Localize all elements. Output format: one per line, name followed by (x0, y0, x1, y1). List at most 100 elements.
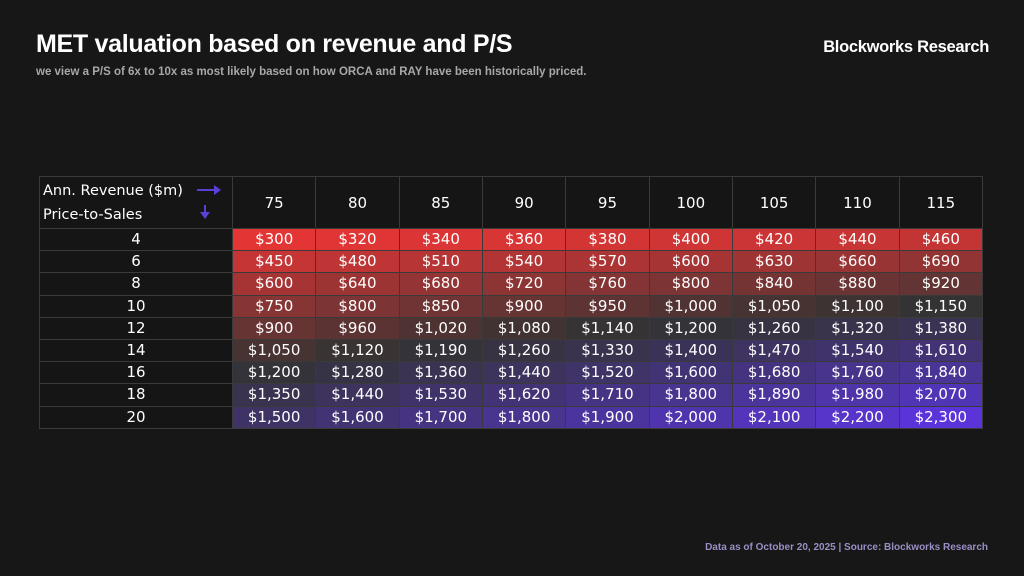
heatmap-cell: $1,760 (815, 361, 900, 385)
table-row: 20 $1,500 $1,600 $1,700 $1,800 $1,900 $2,000 $2… (39, 405, 984, 429)
heatmap-cell: $1,800 (648, 383, 733, 407)
ps-row-header: 12 (39, 316, 233, 340)
heatmap-cell: $1,000 (648, 294, 733, 318)
heatmap-cell: $1,080 (481, 316, 567, 340)
revenue-column-header: 90 (481, 176, 567, 229)
revenue-column-header: 75 (231, 176, 317, 229)
heatmap-cell: $2,300 (898, 405, 984, 429)
header-row: Ann. Revenue ($m) Price-to-Sales 75 80 85 9… (39, 176, 984, 229)
heatmap-cell: $1,120 (315, 338, 400, 363)
heatmap-cell: $1,190 (398, 338, 483, 363)
heatmap-cell: $1,050 (231, 338, 317, 363)
arrow-right-icon (197, 185, 221, 195)
heatmap-cell: $840 (731, 272, 817, 296)
ps-row-header: 10 (39, 294, 233, 318)
heatmap-cell: $1,200 (231, 361, 317, 385)
heatmap-cell: $1,050 (731, 294, 817, 318)
heatmap-cell: $1,600 (648, 361, 733, 385)
x-axis-label: Ann. Revenue ($m) (43, 182, 183, 199)
table-row: 8 $600 $640 $680 $720 $760 $800 $840 $880 $920 (39, 272, 984, 296)
heatmap-cell: $600 (231, 272, 317, 296)
table-row: 4 $300 $320 $340 $360 $380 $400 $420 $440 $460 (39, 227, 984, 252)
ps-row-header: 18 (39, 383, 233, 407)
ps-row-header: 4 (39, 227, 233, 252)
revenue-column-header: 80 (315, 176, 400, 229)
heatmap-cell: $900 (481, 294, 567, 318)
heatmap-cell: $690 (898, 250, 984, 274)
corner-header-cell: Ann. Revenue ($m) Price-to-Sales (39, 176, 233, 229)
page-title: MET valuation based on revenue and P/S (36, 30, 513, 58)
heatmap-cell: $1,700 (398, 405, 483, 429)
heatmap-cell: $480 (315, 250, 400, 274)
heatmap-cell: $380 (565, 227, 650, 252)
heatmap-cell: $1,440 (481, 361, 567, 385)
heatmap-cell: $450 (231, 250, 317, 274)
heatmap-cell: $1,470 (731, 338, 817, 363)
heatmap-cell: $1,320 (815, 316, 900, 340)
heatmap-cell: $680 (398, 272, 483, 296)
heatmap-cell: $1,200 (648, 316, 733, 340)
revenue-column-header: 100 (648, 176, 733, 229)
heatmap-cell: $640 (315, 272, 400, 296)
heatmap-cell: $1,980 (815, 383, 900, 407)
heatmap-cell: $900 (231, 316, 317, 340)
revenue-column-header: 105 (731, 176, 817, 229)
heatmap-cell: $1,800 (481, 405, 567, 429)
table-row: 16 $1,200 $1,280 $1,360 $1,440 $1,520 $1,600 $1… (39, 361, 984, 385)
revenue-column-header: 95 (565, 176, 650, 229)
heatmap-cell: $340 (398, 227, 483, 252)
heatmap-cell: $960 (315, 316, 400, 340)
table-row: 10 $750 $800 $850 $900 $950 $1,000 $1,050 $1,100… (39, 294, 984, 318)
heatmap-cell: $1,150 (898, 294, 984, 318)
heatmap-cell: $1,530 (398, 383, 483, 407)
heatmap-cell: $1,610 (898, 338, 984, 363)
heatmap-cell: $1,020 (398, 316, 483, 340)
ps-row-header: 14 (39, 338, 233, 363)
heatmap-cell: $720 (481, 272, 567, 296)
heatmap-cell: $1,900 (565, 405, 650, 429)
heatmap-cell: $1,400 (648, 338, 733, 363)
revenue-column-header: 115 (898, 176, 984, 229)
heatmap-cell: $460 (898, 227, 984, 252)
heatmap-cell: $540 (481, 250, 567, 274)
heatmap-body: 4 $300 $320 $340 $360 $380 $400 $420 $440 $460 6 $4… (39, 227, 984, 429)
heatmap-cell: $1,260 (481, 338, 567, 363)
heatmap-cell: $2,000 (648, 405, 733, 429)
heatmap-cell: $400 (648, 227, 733, 252)
heatmap-cell: $1,840 (898, 361, 984, 385)
ps-row-header: 16 (39, 361, 233, 385)
heatmap-cell: $2,070 (898, 383, 984, 407)
heatmap-cell: $570 (565, 250, 650, 274)
revenue-column-header: 110 (815, 176, 900, 229)
heatmap-cell: $630 (731, 250, 817, 274)
brand-logo-text: Blockworks Research (823, 38, 989, 56)
page-subtitle: we view a P/S of 6x to 10x as most likel… (36, 66, 587, 78)
heatmap-cell: $1,350 (231, 383, 317, 407)
heatmap-cell: $420 (731, 227, 817, 252)
heatmap-cell: $800 (648, 272, 733, 296)
heatmap-cell: $440 (815, 227, 900, 252)
heatmap-cell: $1,440 (315, 383, 400, 407)
heatmap-cell: $1,680 (731, 361, 817, 385)
heatmap-cell: $1,380 (898, 316, 984, 340)
heatmap-cell: $760 (565, 272, 650, 296)
heatmap-cell: $2,200 (815, 405, 900, 429)
valuation-heatmap-table: Ann. Revenue ($m) Price-to-Sales 75 80 85 9… (39, 176, 984, 429)
heatmap-cell: $1,540 (815, 338, 900, 363)
heatmap-cell: $1,620 (481, 383, 567, 407)
heatmap-cell: $1,710 (565, 383, 650, 407)
heatmap-cell: $1,600 (315, 405, 400, 429)
heatmap-cell: $320 (315, 227, 400, 252)
heatmap-cell: $600 (648, 250, 733, 274)
heatmap-cell: $1,260 (731, 316, 817, 340)
heatmap-cell: $2,100 (731, 405, 817, 429)
heatmap-cell: $510 (398, 250, 483, 274)
heatmap-cell: $1,500 (231, 405, 317, 429)
heatmap-cell: $300 (231, 227, 317, 252)
heatmap-cell: $1,520 (565, 361, 650, 385)
ps-row-header: 6 (39, 250, 233, 274)
table-row: 14 $1,050 $1,120 $1,190 $1,260 $1,330 $1,400 $1… (39, 338, 984, 363)
revenue-column-header: 85 (398, 176, 483, 229)
source-footnote: Data as of October 20, 2025 | Source: Bl… (705, 542, 988, 553)
heatmap-cell: $880 (815, 272, 900, 296)
